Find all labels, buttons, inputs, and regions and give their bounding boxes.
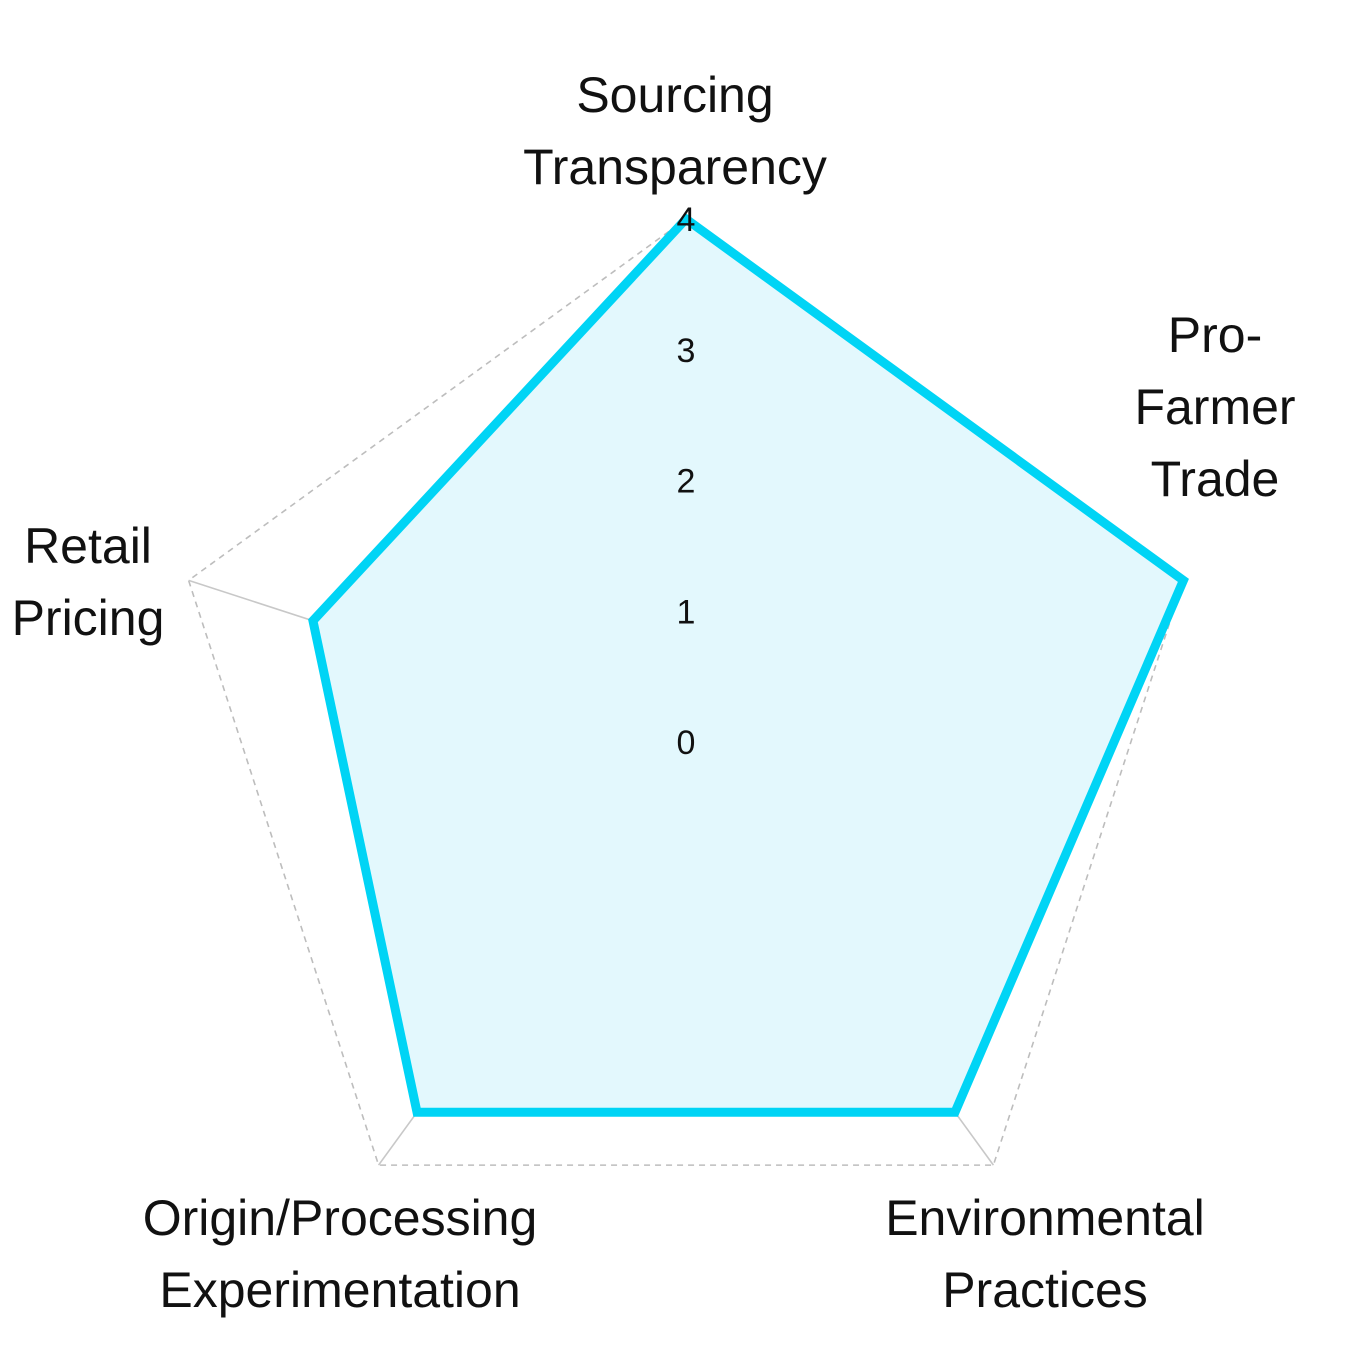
axis-label-line: Farmer (1134, 379, 1295, 435)
tick-label-1: 1 (677, 593, 696, 631)
tick-label-0: 0 (677, 724, 696, 762)
axis-label-4: Retail Pricing (12, 518, 165, 646)
axis-label-2: Environmental Practices (885, 1190, 1205, 1318)
tick-label-4: 4 (677, 201, 696, 239)
axis-label-line: Experimentation (159, 1262, 520, 1318)
radar-series-layer (308, 213, 1189, 1117)
axis-label-line: Pro- (1168, 307, 1262, 363)
axis-label-line: Origin/Processing (143, 1190, 538, 1246)
axis-label-line: Sourcing (576, 67, 773, 123)
axis-label-line: Transparency (523, 139, 827, 195)
axis-label-0: Sourcing Transparency (523, 67, 827, 195)
axis-label-line: Trade (1151, 451, 1280, 507)
axis-label-line: Pricing (12, 590, 165, 646)
radial-tick-labels: 0 1 2 3 4 (677, 201, 696, 762)
axis-label-line: Environmental (885, 1190, 1205, 1246)
tick-label-2: 2 (677, 463, 696, 501)
axis-label-line: Retail (24, 518, 152, 574)
axis-labels: Sourcing Transparency Pro- Farmer Trade Envir… (12, 67, 1296, 1318)
tick-label-3: 3 (677, 332, 696, 370)
series-polygon-0 (308, 213, 1189, 1117)
axis-label-1: Pro- Farmer Trade (1134, 307, 1295, 507)
axis-label-3: Origin/Processing Experimentation (143, 1190, 538, 1318)
axis-label-line: Practices (942, 1262, 1148, 1318)
